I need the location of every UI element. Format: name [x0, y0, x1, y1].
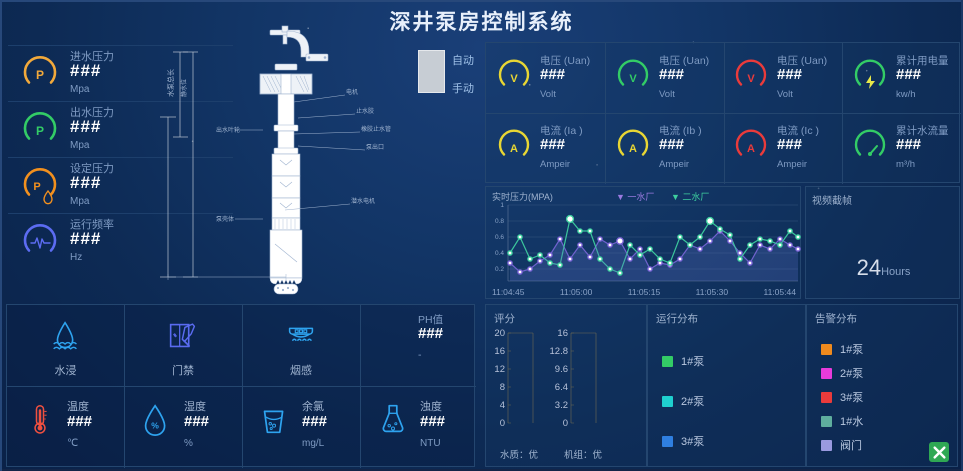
- svg-text:P: P: [33, 181, 40, 193]
- svg-text:静水位: 静水位: [180, 79, 188, 97]
- svg-text:止水胶: 止水胶: [356, 107, 374, 115]
- svg-text:V: V: [510, 73, 518, 85]
- svg-text:潜水电机: 潜水电机: [351, 197, 375, 205]
- svg-text:A: A: [747, 143, 755, 155]
- svg-text:0: 0: [563, 418, 568, 429]
- svg-text:0: 0: [500, 418, 505, 429]
- svg-text:16: 16: [557, 328, 568, 339]
- svg-text:0.4: 0.4: [495, 250, 504, 257]
- svg-text:电机: 电机: [346, 88, 358, 96]
- svg-text:水泵总长: 水泵总长: [166, 69, 175, 97]
- svg-text:20: 20: [494, 328, 505, 339]
- svg-text:橡胶止水管: 橡胶止水管: [361, 125, 391, 133]
- svg-text:%: %: [151, 421, 159, 431]
- svg-text:P: P: [36, 68, 44, 82]
- svg-text:出水叶轮: 出水叶轮: [216, 126, 240, 134]
- svg-text:16: 16: [494, 346, 505, 357]
- svg-text:泵壳体: 泵壳体: [216, 215, 234, 223]
- svg-text:1: 1: [500, 202, 504, 209]
- svg-text:6.4: 6.4: [555, 382, 568, 393]
- svg-text:8: 8: [500, 382, 505, 393]
- svg-text:V: V: [629, 73, 637, 85]
- svg-text:9.6: 9.6: [555, 364, 568, 375]
- svg-text:12.8: 12.8: [550, 346, 569, 357]
- svg-text:4: 4: [500, 400, 505, 411]
- svg-text:0.6: 0.6: [495, 234, 504, 241]
- svg-text:P: P: [36, 124, 44, 138]
- svg-text:12: 12: [494, 364, 505, 375]
- svg-text:0.2: 0.2: [495, 266, 504, 273]
- svg-text:A: A: [629, 143, 637, 155]
- svg-text:3.2: 3.2: [555, 400, 568, 411]
- svg-text:V: V: [747, 73, 755, 85]
- svg-text:0.8: 0.8: [495, 218, 504, 225]
- svg-text:泵出口: 泵出口: [366, 143, 384, 151]
- svg-text:A: A: [510, 143, 518, 155]
